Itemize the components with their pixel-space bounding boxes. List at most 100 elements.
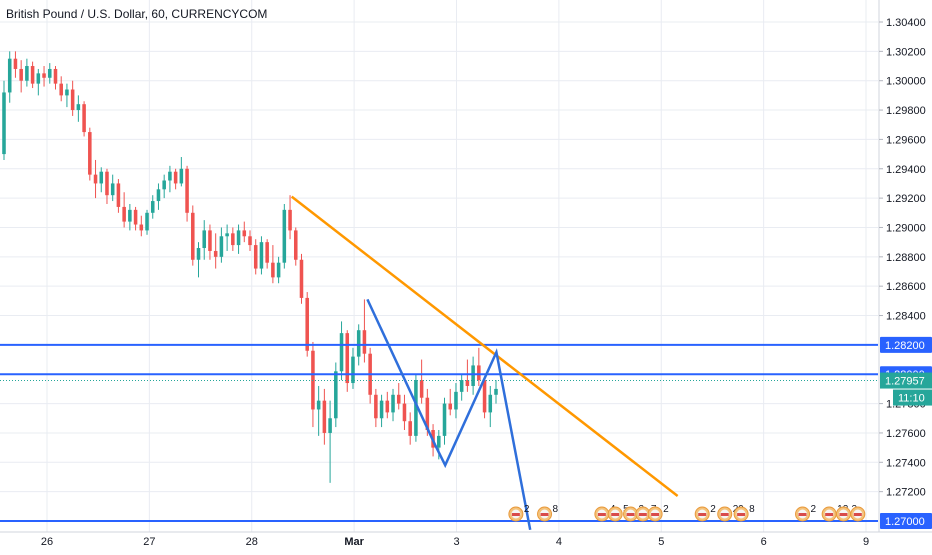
candle-body [391,394,395,413]
candle-body [59,83,63,96]
candle-body [316,400,321,410]
candle-body [219,236,224,257]
candle-body [465,380,470,386]
candle-body [162,180,166,190]
candle-body [488,394,493,413]
flag-stripe [839,513,848,516]
candle [128,203,132,231]
candle-body [271,262,275,278]
candle-body [122,206,126,222]
candle-body [116,183,121,207]
flag-stripe [737,513,746,516]
candle [379,394,384,428]
countdown-tag [893,389,932,406]
candle-body [196,248,201,260]
candle [414,374,418,442]
pattern-line[interactable] [366,298,532,531]
candle-body [19,68,23,81]
candle [47,63,52,84]
candle-body [208,230,212,251]
candle [465,359,470,392]
event-marker[interactable]: 7 [635,504,657,522]
event-marker-count: 2 [710,504,716,515]
candle-body [99,171,104,184]
event-marker[interactable]: 5 [607,504,629,522]
event-marker[interactable]: 2 [694,504,716,522]
level-price-label: 1.28200 [885,340,925,352]
candle [459,374,464,401]
chart-title: British Pound / U.S. Dollar, 60, CURRENC… [6,7,268,21]
flag-stripe [825,513,834,516]
flag-stripe [540,513,549,516]
candle [408,412,412,445]
candle-body [156,189,161,202]
candle-body [82,104,86,133]
event-marker[interactable]: 8 [537,504,559,522]
candle [116,179,121,213]
candle [293,227,298,266]
candle-body [402,403,407,422]
event-marker[interactable] [850,506,866,522]
time-axis [0,532,932,550]
candle [76,95,81,122]
event-marker[interactable]: 2 [647,504,669,522]
candle [316,385,321,436]
candle-body [385,400,390,413]
candle-body [437,435,441,448]
y-tick-label: 1.29800 [886,105,926,117]
candle-body [225,233,229,237]
candle-body [110,183,115,196]
flag-stripe [611,513,620,516]
candle [231,227,235,251]
flag-stripe [798,513,807,516]
y-tick-label: 1.28800 [886,252,926,264]
candle-body [76,104,81,111]
candle [391,388,395,422]
countdown-label: 11:10 [898,393,925,405]
candle [305,292,309,357]
candle-body [36,73,41,84]
candle [311,341,315,428]
event-marker[interactable]: 8 [733,504,755,522]
candle-body [25,66,29,81]
candle [42,66,46,87]
candle [419,359,424,404]
candle-body [253,245,258,269]
candle-body [259,242,264,269]
candle [19,60,23,93]
candle [93,159,98,199]
candle [13,51,18,78]
candle-body [482,380,487,413]
event-marker-count: 2 [524,504,530,515]
candle [122,192,126,228]
candle-body [282,209,287,263]
candle-body [425,397,430,431]
candle [150,195,155,219]
x-tick-label: 28 [246,536,258,548]
candle-body [70,89,75,111]
candle-body [374,394,378,419]
candle [494,380,498,404]
candle-body [414,380,418,436]
y-tick-label: 1.27200 [886,487,926,499]
event-marker[interactable]: 2 [795,504,817,522]
y-tick-label: 1.29000 [886,222,926,234]
candle [454,383,458,419]
candle-body [2,92,6,155]
y-tick-label: 1.29200 [886,193,926,205]
trend-line[interactable] [290,195,679,498]
candle-body [419,380,424,398]
candle [225,224,229,251]
candle [242,221,247,243]
candle [139,215,144,237]
candle-body [150,201,155,213]
flag-stripe [597,513,606,516]
candle [248,230,252,251]
y-tick-label: 1.30400 [886,17,926,29]
flag-stripe [651,513,660,516]
event-marker[interactable]: 2 [508,504,530,522]
candle-body [345,333,350,384]
candle-body [459,380,464,392]
